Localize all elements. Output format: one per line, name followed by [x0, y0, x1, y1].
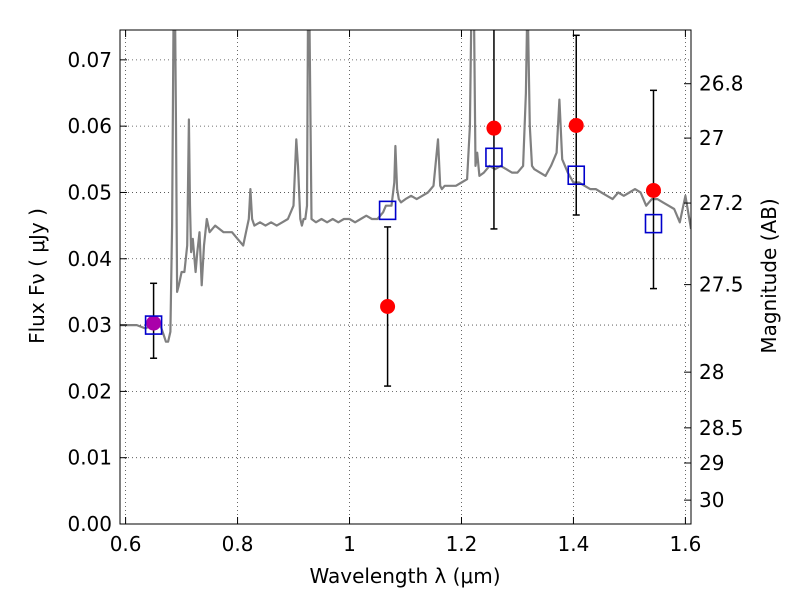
- y2-tick-label: 27.5: [699, 273, 744, 297]
- y-tick-label: 0.02: [67, 379, 112, 403]
- y2-tick-label: 28.5: [699, 416, 744, 440]
- y-tick-label: 0.07: [67, 48, 112, 72]
- model-photometry-point: [644, 213, 663, 234]
- x-tick-label: 1.6: [669, 532, 701, 556]
- plot-clip-group: [120, 30, 691, 387]
- y2-tick-label: 28: [699, 360, 724, 384]
- y2-axis-label: Magnitude (AB): [757, 198, 781, 353]
- y-axis-label: Flux Fν ( μJy ): [25, 208, 49, 344]
- y-tick-label: 0.00: [67, 512, 112, 536]
- y2-tick-label: 26.8: [699, 72, 744, 96]
- y2-tick-label: 29: [699, 451, 724, 475]
- x-tick-label: 1.4: [558, 532, 590, 556]
- y-tick-label: 0.03: [67, 313, 112, 337]
- x-axis-label: Wavelength λ (μm): [309, 564, 500, 588]
- y-tick-label: 0.04: [67, 247, 112, 271]
- y2-tick-label: 30: [699, 488, 724, 512]
- observed-point: [645, 182, 661, 198]
- observed-point: [486, 120, 502, 136]
- observed-point: [568, 117, 584, 133]
- y-axis: 0.00 0.01 0.02 0.03 0.04 0.05 0.06 0.07: [67, 48, 127, 536]
- y2-axis: 26.8 27 27.2 27.5 28 28.5 29 30: [684, 72, 744, 512]
- grid-lines: [120, 30, 691, 525]
- x-tick-label: 1.2: [446, 532, 478, 556]
- x-tick-label: 0.6: [110, 532, 142, 556]
- y-tick-label: 0.06: [67, 114, 112, 138]
- y-tick-label: 0.01: [67, 446, 112, 470]
- x-tick-label: 0.8: [222, 532, 254, 556]
- model-spectrum-line: [120, 30, 691, 343]
- y-tick-label: 0.05: [67, 180, 112, 204]
- plot-area: [120, 30, 691, 387]
- observed-point: [146, 315, 162, 331]
- model-photometry-point: [144, 315, 163, 335]
- model-photometry-point: [378, 200, 397, 221]
- model-photometry-point: [567, 165, 586, 186]
- axes-frame: [119, 29, 692, 525]
- x-axis: 0.6 0.8 1 1.2 1.4 1.6: [110, 30, 701, 556]
- observed-point: [380, 299, 396, 315]
- y2-tick-label: 27.2: [699, 191, 744, 215]
- model-photometry-point: [485, 147, 503, 168]
- y2-tick-label: 27: [699, 126, 724, 150]
- x-tick-label: 1: [343, 532, 356, 556]
